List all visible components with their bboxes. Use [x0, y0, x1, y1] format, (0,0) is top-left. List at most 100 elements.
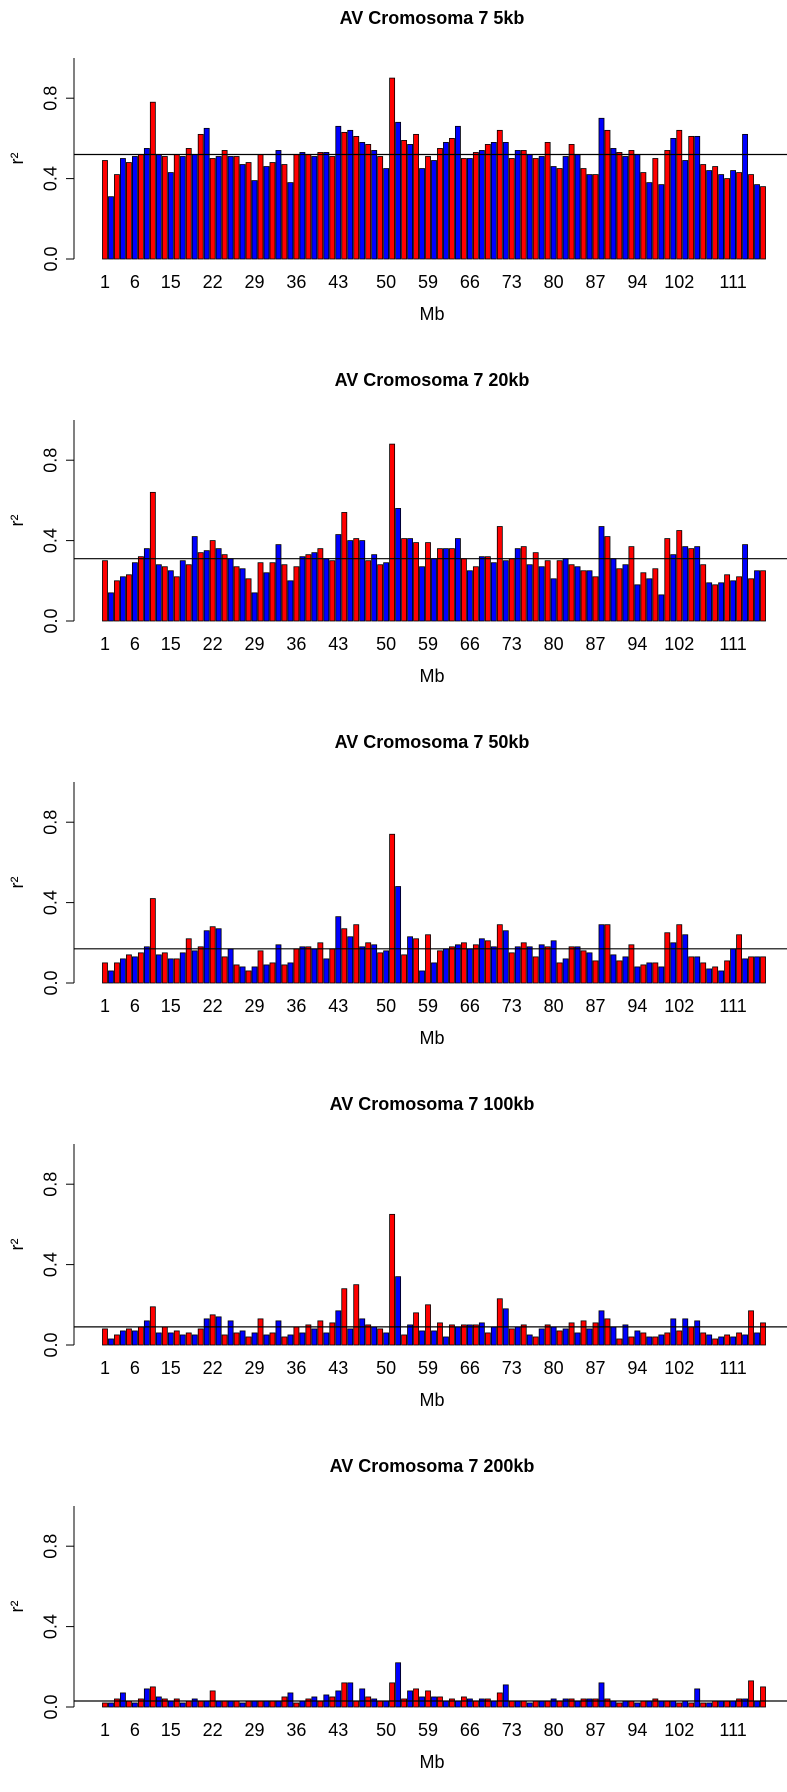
bar	[281, 164, 288, 260]
bar	[736, 172, 742, 260]
bar	[652, 1336, 659, 1346]
bar	[676, 530, 683, 622]
bar	[353, 924, 360, 984]
bar	[664, 1700, 671, 1708]
bar	[712, 966, 719, 984]
bar	[514, 548, 521, 622]
bar	[718, 174, 725, 260]
bar	[401, 1698, 408, 1708]
x-tick-label: 80	[544, 1358, 564, 1378]
bar	[586, 1698, 593, 1708]
bar	[520, 1700, 527, 1708]
bar	[257, 1700, 264, 1708]
bar	[646, 1700, 653, 1708]
bar	[532, 158, 539, 260]
bar	[712, 166, 719, 260]
y-tick-label: 0.4	[41, 890, 61, 915]
bar	[616, 1702, 623, 1708]
bar	[329, 560, 336, 622]
bar	[718, 582, 725, 622]
bar	[359, 142, 366, 260]
bar	[568, 144, 575, 260]
bar	[269, 1700, 276, 1708]
bar	[562, 156, 569, 260]
bar	[221, 956, 228, 984]
bar	[263, 572, 270, 622]
chart-title: AV Cromosoma 7 50kb	[335, 732, 530, 752]
bar	[748, 1680, 754, 1708]
bar	[203, 127, 210, 260]
x-tick-label: 1	[100, 1720, 110, 1740]
bar	[413, 1312, 419, 1346]
bar	[347, 1328, 354, 1346]
bar	[742, 544, 748, 622]
bar	[108, 1702, 114, 1708]
bar	[532, 1700, 539, 1708]
bar	[730, 170, 737, 260]
bar	[574, 566, 581, 622]
bar	[688, 1702, 695, 1708]
x-tick-label: 111	[719, 996, 746, 1016]
x-tick-label: 66	[460, 272, 480, 292]
bar	[389, 443, 396, 622]
bar	[646, 1336, 653, 1346]
bar	[538, 1328, 545, 1346]
bar	[484, 144, 491, 260]
bar	[460, 942, 467, 984]
bar	[526, 946, 533, 984]
x-tick-label: 102	[664, 1720, 694, 1740]
x-tick-label: 43	[328, 1358, 348, 1378]
bar	[730, 1700, 737, 1708]
bar	[425, 156, 431, 260]
bar	[514, 1700, 521, 1708]
bar	[658, 1700, 665, 1708]
bar	[395, 886, 402, 984]
bar	[718, 1336, 725, 1346]
bar	[724, 960, 731, 984]
bar	[209, 1690, 216, 1708]
bar	[179, 952, 186, 984]
x-tick-label: 50	[376, 1720, 396, 1740]
bar	[508, 952, 515, 984]
bar	[197, 1700, 204, 1708]
bar	[754, 570, 760, 622]
bar	[191, 536, 198, 622]
bar	[341, 1288, 348, 1346]
y-tick-label: 0.8	[41, 448, 61, 473]
bar	[502, 1684, 509, 1708]
bar	[126, 574, 132, 622]
bar	[108, 970, 114, 984]
x-tick-label: 36	[286, 634, 306, 654]
bar	[269, 562, 276, 622]
y-axis-label: r²	[7, 1601, 27, 1613]
bar	[227, 1700, 234, 1708]
bar	[233, 156, 240, 260]
bar	[167, 570, 174, 622]
bar	[724, 178, 731, 260]
bar	[592, 174, 599, 260]
bar	[712, 1700, 719, 1708]
x-tick-label: 111	[719, 634, 746, 654]
bar	[149, 491, 156, 622]
bar	[688, 1326, 695, 1346]
x-tick-label: 15	[161, 272, 181, 292]
bar	[395, 1662, 402, 1708]
bar	[562, 1328, 569, 1346]
bar	[287, 182, 294, 260]
bar	[329, 1696, 336, 1708]
bar	[592, 1698, 599, 1708]
bar	[413, 938, 419, 984]
x-tick-label: 6	[130, 272, 140, 292]
bar	[526, 564, 533, 622]
bar	[407, 1324, 413, 1346]
bar	[143, 148, 150, 260]
bar	[574, 946, 581, 984]
bar	[293, 1702, 300, 1708]
x-tick-label: 22	[203, 634, 223, 654]
bar	[478, 556, 485, 622]
x-tick-label: 15	[161, 634, 181, 654]
x-tick-label: 6	[130, 634, 140, 654]
bar	[748, 174, 754, 260]
bar	[215, 156, 222, 260]
bar	[353, 1284, 360, 1346]
